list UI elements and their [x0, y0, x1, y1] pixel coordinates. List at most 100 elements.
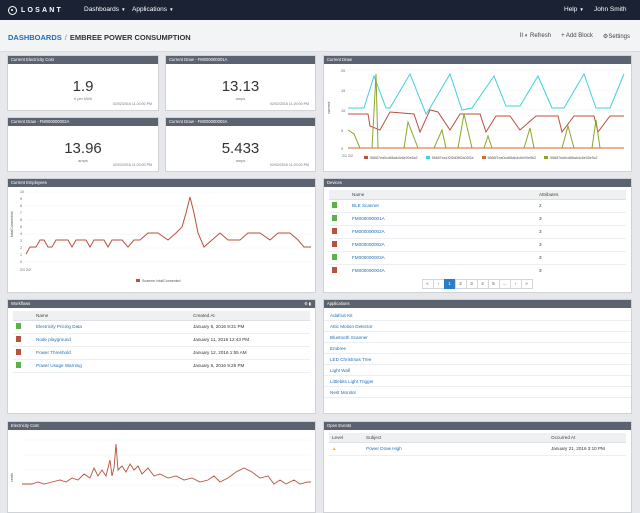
attributes-header[interactable]: Attributes	[536, 190, 626, 200]
status-indicator	[16, 336, 21, 342]
panel-title: Current Employees	[8, 179, 315, 187]
gauge-value: 13.13	[221, 78, 260, 95]
page-last-button[interactable]: »	[520, 279, 533, 289]
status-indicator	[16, 349, 21, 355]
y-tick: 10	[20, 190, 24, 194]
trash-icon[interactable]: ▮	[308, 301, 311, 306]
table-row[interactable]: FM000000001A 3	[329, 212, 626, 226]
gauge-time: 02/02/2016 11:20:00 PM	[269, 163, 309, 167]
y-tick: 7	[20, 211, 22, 215]
list-item[interactable]: Attic Motion Detector	[324, 321, 631, 332]
list-item[interactable]: LED Christmas Tree	[324, 354, 631, 365]
table-row[interactable]: FM000000002A 3	[329, 238, 626, 252]
workflow-name[interactable]: Node playground	[33, 333, 190, 347]
y-tick: 20	[341, 69, 345, 73]
panel-title: Open Events	[324, 422, 631, 430]
table-row[interactable]: Node playground January 11, 2016 12:43 PM	[13, 333, 310, 347]
list-item[interactable]: Embree	[324, 343, 631, 354]
list-item[interactable]: Adafruit Kit	[324, 310, 631, 321]
chart-legend: Scanner totalConnected	[136, 279, 181, 283]
y-tick: 15	[341, 89, 345, 93]
table-row[interactable]: Electricity Pricing Data January 6, 2016 …	[13, 320, 310, 334]
y-axis-label: totalConnected	[10, 211, 14, 237]
status-header	[13, 311, 33, 321]
legend-swatch	[481, 156, 486, 159]
list-item[interactable]: Light Wall	[324, 365, 631, 376]
y-tick: 10	[341, 109, 345, 113]
x-tick: 2/1 2/2	[20, 268, 31, 272]
list-item[interactable]: Nest Monitor	[324, 387, 631, 398]
device-name[interactable]: FM000000002A	[349, 225, 536, 239]
created-header[interactable]: Created At	[190, 311, 310, 321]
gauge-unit: amps	[78, 158, 88, 163]
gauge-unit: amps	[235, 96, 246, 101]
settings-button[interactable]: ⚙Settings	[603, 33, 630, 40]
losant-logo[interactable]: LOSANT	[8, 5, 63, 15]
breadcrumb: DASHBOARDS / EMBREE POWER CONSUMPTION	[8, 33, 191, 42]
device-name[interactable]: FM000000002A	[349, 238, 536, 252]
add-block-button[interactable]: + Add Block	[561, 33, 593, 39]
occurred-header[interactable]: Occurred At	[548, 433, 626, 443]
workflow-name[interactable]: Power Threshold	[33, 346, 190, 360]
y-tick: 5	[341, 129, 343, 133]
event-occurred: January 21, 2016 3:10 PM	[548, 442, 626, 456]
chevron-down-icon: ▼	[121, 7, 126, 12]
table-row[interactable]: FM000000003A 3	[329, 251, 626, 265]
workflow-created: January 6, 2016 9:31 PM	[190, 320, 310, 334]
y-axis-label: current	[326, 101, 331, 114]
nav-help[interactable]: Help ▼	[564, 6, 584, 13]
status-cell	[329, 212, 349, 226]
table-header: Name Attributes	[329, 190, 626, 200]
panel-title: Current Draw - FM000000002A	[8, 118, 158, 126]
y-tick: 5	[20, 225, 22, 229]
legend-item[interactable]: 56687ea1f2f2d06f2a02f2a	[425, 156, 474, 160]
subject-header[interactable]: Subject	[363, 433, 548, 443]
list-item[interactable]: Littlebits Light Trigger	[324, 376, 631, 387]
status-cell	[329, 225, 349, 239]
gear-icon[interactable]: ⚙	[304, 301, 308, 306]
table-row[interactable]: BLE Scanner 2	[329, 199, 626, 213]
name-header[interactable]: Name	[33, 311, 190, 321]
nav-dashboards[interactable]: Dashboards ▼	[84, 6, 126, 13]
status-cell	[329, 199, 349, 213]
status-cell	[329, 238, 349, 252]
level-header[interactable]: Level	[329, 433, 363, 443]
y-ticks: 20 15 10 5 0	[341, 69, 345, 151]
y-tick: 1	[20, 253, 22, 257]
device-name[interactable]: FM000000004A	[349, 264, 536, 278]
legend-item[interactable]: 5668f7ea0cd66ab4c6e00e5b2	[481, 156, 536, 160]
device-attributes: 3	[536, 225, 626, 239]
chevron-down-icon: ▼	[169, 7, 174, 12]
workflow-name[interactable]: Electricity Pricing Data	[33, 320, 190, 334]
legend-item[interactable]: 56687ea0cd66ab4c6e00e5c2	[544, 156, 598, 160]
table-row[interactable]: ▲ Power Draw High January 21, 2016 3:10 …	[329, 442, 626, 456]
legend-item[interactable]: Scanner totalConnected	[136, 279, 181, 283]
user-menu[interactable]: John Smith	[594, 6, 627, 13]
table-row[interactable]: FM000000002A 3	[329, 225, 626, 239]
breadcrumb-dashboards[interactable]: DASHBOARDS	[8, 33, 62, 42]
device-name[interactable]: FM000000001A	[349, 212, 536, 226]
current-draw-chart: current 20 15 10 5 0 2/1 2/2	[326, 69, 625, 158]
gauge-unit: amps	[235, 158, 246, 163]
gauge-current-draw-1a: Current Draw - FM000000001A 13.13 amps 0…	[165, 55, 316, 111]
status-indicator	[332, 215, 337, 221]
legend-swatch	[425, 156, 430, 159]
table-row[interactable]: FM000000004A 3	[329, 264, 626, 278]
refresh-button[interactable]: II ◐ Refresh	[520, 33, 551, 40]
gauge-current-draw-3a: Current Draw - FM000000003A 5.433 amps 0…	[165, 117, 316, 172]
event-subject[interactable]: Power Draw High	[363, 442, 548, 456]
table-row[interactable]: Power Threshold January 12, 2016 1:55 AM	[13, 346, 310, 360]
device-name[interactable]: BLE Scanner	[349, 199, 536, 213]
nav-applications[interactable]: Applications ▼	[132, 6, 174, 13]
nav-help-label: Help	[564, 6, 578, 13]
list-item[interactable]: Bluetooth Scanner	[324, 332, 631, 343]
name-header[interactable]: Name	[349, 190, 536, 200]
panel-title: Current Electricity Cost	[8, 56, 158, 64]
workflow-name[interactable]: Power Usage Warning	[33, 359, 190, 373]
workflows-table-wrap: Name Created At Electricity Pricing Data…	[8, 308, 315, 373]
legend-item[interactable]: 56687ea0cd66ab4c6e00e5a2	[364, 156, 418, 160]
device-name[interactable]: FM000000003A	[349, 251, 536, 265]
table-row[interactable]: Power Usage Warning January 6, 2016 9:25 …	[13, 359, 310, 373]
series-line-green	[347, 73, 624, 149]
electricity-cost-chart: cents	[10, 439, 311, 486]
